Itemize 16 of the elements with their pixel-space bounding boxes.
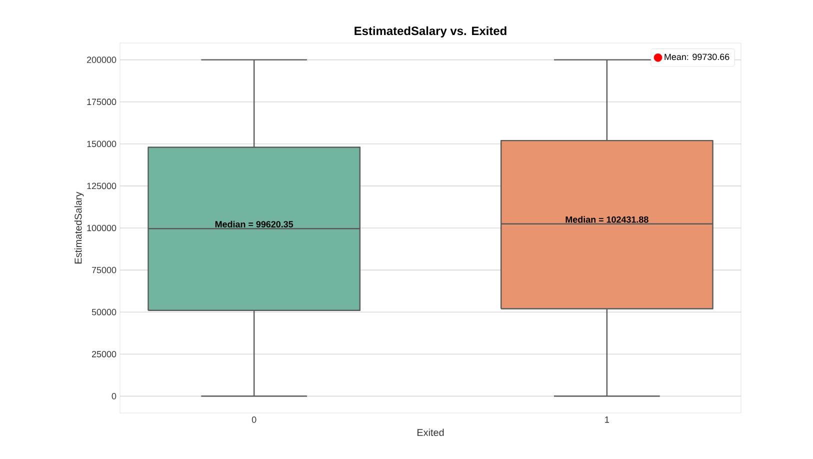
y-tick-label: 0 xyxy=(112,393,116,400)
y-tick-label: 50000 xyxy=(92,308,116,316)
y-tick-label: 175000 xyxy=(87,98,116,106)
legend-label: Mean: 99730.66 xyxy=(664,54,730,60)
annotation: Median = 102431.88 xyxy=(566,216,648,223)
x-axis-title: Exited xyxy=(417,428,444,436)
chart-title: EstimatedSalary vs. Exited xyxy=(354,26,506,38)
annotation: Median = 99620.35 xyxy=(215,220,294,228)
x-tick-label: 1 xyxy=(605,416,609,423)
y-axis-title: EstimatedSalary xyxy=(74,192,84,264)
y-tick-label: 200000 xyxy=(87,56,116,63)
y-tick-label: 100000 xyxy=(87,224,116,232)
y-tick-label: 75000 xyxy=(92,266,116,274)
y-tick-label: 125000 xyxy=(87,182,116,190)
y-tick-label: 150000 xyxy=(87,140,116,148)
y-tick-label: 25000 xyxy=(92,350,116,358)
